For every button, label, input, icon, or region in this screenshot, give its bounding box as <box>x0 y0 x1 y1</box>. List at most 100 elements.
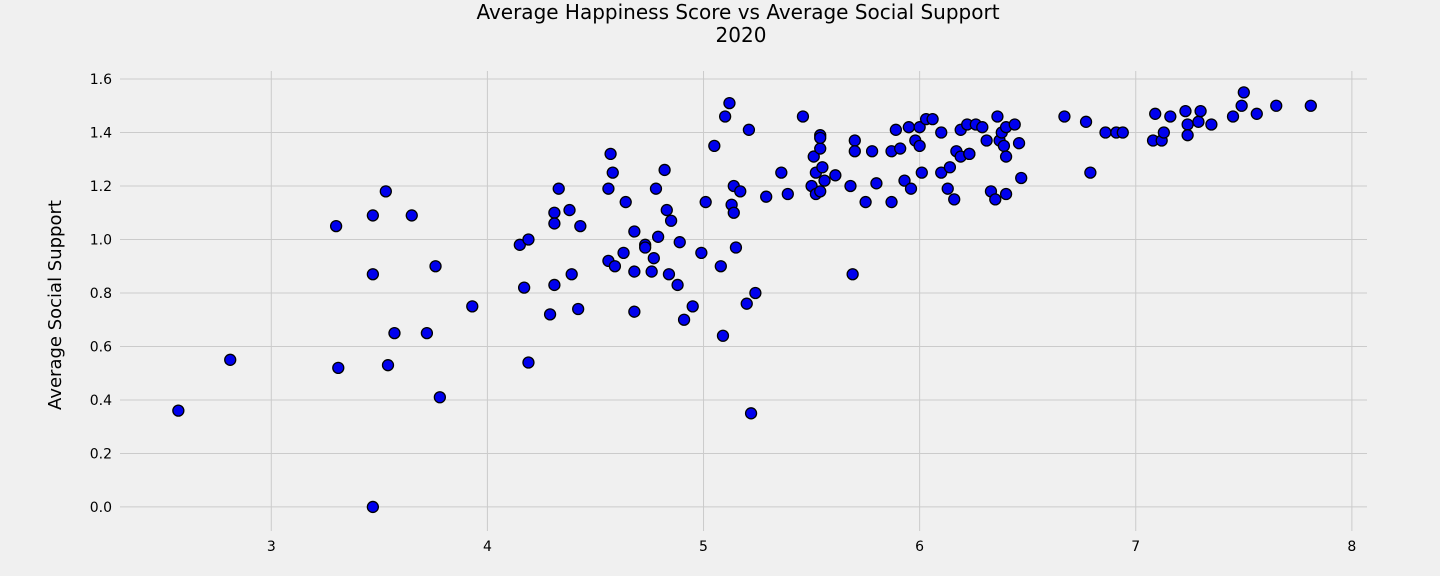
data-point <box>602 182 615 195</box>
data-point <box>1179 104 1192 118</box>
data-point <box>671 278 684 292</box>
x-tick-label: 6 <box>915 539 924 555</box>
data-point <box>1250 107 1263 120</box>
data-point <box>405 209 418 222</box>
data-point <box>814 185 827 198</box>
data-point <box>816 161 829 174</box>
y-tick-label: 0.0 <box>90 500 112 516</box>
y-tick-label: 1.6 <box>90 72 112 88</box>
data-point <box>686 300 699 313</box>
data-point <box>870 177 883 190</box>
data-point <box>1192 115 1205 128</box>
data-point <box>572 302 585 316</box>
data-point <box>381 359 395 372</box>
data-point <box>522 233 535 246</box>
data-point <box>606 166 619 179</box>
data-points <box>172 86 1317 514</box>
data-point <box>649 182 663 195</box>
data-point <box>744 407 758 420</box>
data-point <box>708 139 721 153</box>
chart-title: Average Happiness Score vs Average Socia… <box>476 0 999 24</box>
data-point <box>1235 99 1248 112</box>
data-point <box>915 166 928 179</box>
data-point <box>848 145 861 158</box>
data-point <box>898 174 911 187</box>
data-point <box>740 297 753 310</box>
data-point <box>1116 126 1129 139</box>
data-point <box>543 308 557 321</box>
data-point <box>814 131 827 145</box>
data-point <box>172 404 185 417</box>
data-point <box>662 268 676 281</box>
data-point <box>379 185 392 198</box>
x-axis-ticks: 3 4 5 6 7 8 <box>267 539 1357 555</box>
x-tick-label: 4 <box>483 539 492 555</box>
data-point <box>889 123 903 136</box>
data-point <box>734 185 747 198</box>
data-point <box>420 326 434 340</box>
data-point <box>935 166 948 179</box>
y-tick-label: 1.0 <box>90 232 112 248</box>
data-point <box>716 329 730 342</box>
x-tick-label: 5 <box>699 539 708 555</box>
data-point <box>814 142 827 155</box>
data-point <box>935 126 948 139</box>
data-point <box>517 281 531 294</box>
chart-subtitle-year: 2020 <box>716 23 767 47</box>
data-point <box>885 195 898 209</box>
data-point <box>604 147 617 161</box>
data-point <box>818 174 831 187</box>
data-point <box>781 187 794 201</box>
data-point <box>366 500 380 514</box>
data-point <box>699 195 712 209</box>
data-point <box>565 268 578 281</box>
data-point <box>617 246 630 260</box>
data-point <box>1226 110 1240 123</box>
data-point <box>673 236 686 249</box>
y-tick-label: 1.4 <box>90 126 112 142</box>
data-point <box>999 187 1013 201</box>
data-point <box>948 193 961 206</box>
data-point <box>1181 118 1194 131</box>
data-point <box>796 110 810 123</box>
data-point <box>1015 171 1028 185</box>
data-point <box>628 265 641 278</box>
data-point <box>913 121 926 134</box>
data-point <box>660 203 673 217</box>
data-point <box>844 179 857 193</box>
data-point <box>658 163 671 177</box>
data-point <box>628 225 641 238</box>
y-axis-label: Average Social Support <box>45 200 66 410</box>
data-point <box>224 353 237 366</box>
y-tick-label: 0.2 <box>90 446 112 462</box>
data-point <box>976 121 989 134</box>
y-tick-label: 0.6 <box>90 339 112 355</box>
data-point <box>664 214 678 227</box>
data-point <box>1270 99 1283 112</box>
data-point <box>329 219 343 233</box>
data-point <box>775 166 788 179</box>
data-point <box>1194 104 1207 118</box>
x-tick-label: 3 <box>267 539 276 555</box>
data-point <box>388 326 401 340</box>
data-point <box>1181 129 1194 142</box>
y-tick-label: 0.4 <box>90 393 112 409</box>
data-point <box>846 268 859 281</box>
data-point <box>639 241 652 254</box>
data-point <box>723 96 736 110</box>
data-point <box>926 112 939 126</box>
data-point <box>749 286 762 300</box>
data-point <box>989 193 1002 206</box>
data-point <box>1304 99 1317 112</box>
data-point <box>848 134 861 147</box>
data-point <box>913 139 926 153</box>
data-point <box>1157 126 1170 139</box>
data-point <box>332 361 345 375</box>
x-tick-label: 7 <box>1131 539 1140 555</box>
data-point <box>729 241 743 254</box>
data-point <box>563 203 576 217</box>
y-tick-label: 1.2 <box>90 179 112 195</box>
data-point <box>943 161 957 174</box>
data-point <box>894 142 907 155</box>
